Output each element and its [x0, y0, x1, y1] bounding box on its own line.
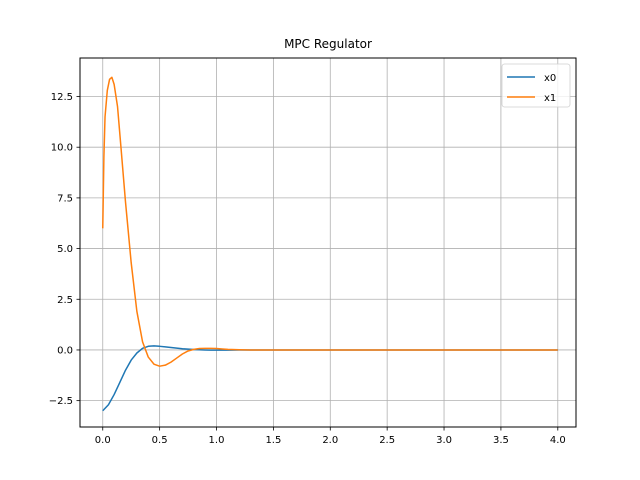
- x-tick-label: 2.0: [322, 435, 338, 446]
- y-tick-label: 7.5: [57, 193, 73, 204]
- x-tick-label: 0.5: [152, 435, 168, 446]
- series-line-x1: [102, 76, 558, 367]
- x-tick-label: 3.5: [493, 435, 509, 446]
- x-tick-label: 0.0: [95, 435, 111, 446]
- plot-frame: [79, 57, 577, 428]
- legend-label-x0: x0: [544, 73, 556, 84]
- x-tick-label: 1.5: [265, 435, 281, 446]
- x-tick-label: 1.0: [209, 435, 225, 446]
- legend-box: [501, 63, 571, 108]
- y-tick-label: 10.0: [51, 143, 73, 154]
- x-tick-label: 3.0: [436, 435, 452, 446]
- y-tick-label: 2.5: [57, 295, 73, 306]
- y-tick-label: −2.5: [49, 396, 73, 407]
- legend: x0 x1: [501, 63, 571, 108]
- y-tick-label: 12.5: [51, 92, 73, 103]
- x-tick-label: 2.5: [379, 435, 395, 446]
- x-tick-label: 4.0: [550, 435, 566, 446]
- y-tick-label: 0.0: [57, 345, 73, 356]
- series-lines: [102, 76, 558, 412]
- axis-ticks: 0.0 0.5 1.0 1.5 2.0 2.5 3.0 3.5 4.0 −2.5 0.0 2.5 5.0…: [49, 92, 566, 446]
- legend-label-x1: x1: [544, 93, 556, 104]
- y-tick-label: 5.0: [57, 244, 73, 255]
- chart-title: MPC Regulator: [284, 37, 372, 51]
